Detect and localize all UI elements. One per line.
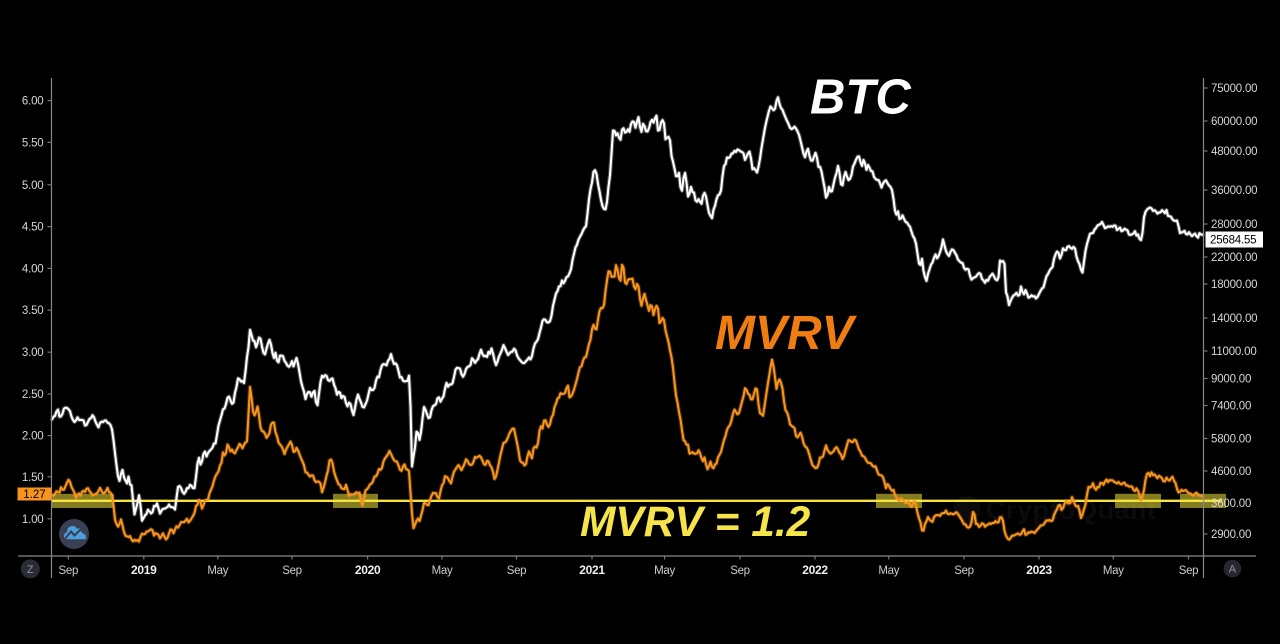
svg-text:2019: 2019 (131, 563, 157, 577)
svg-text:Sep: Sep (1179, 565, 1199, 577)
svg-text:5.00: 5.00 (22, 180, 44, 192)
svg-text:6.00: 6.00 (22, 96, 44, 108)
svg-text:Sep: Sep (954, 565, 974, 577)
svg-text:3600.00: 3600.00 (1211, 498, 1251, 510)
svg-text:2021: 2021 (579, 563, 605, 577)
svg-text:2900.00: 2900.00 (1211, 529, 1251, 541)
svg-text:May: May (207, 565, 228, 577)
svg-text:MVRV = 1.2: MVRV = 1.2 (580, 499, 811, 546)
svg-text:2023: 2023 (1026, 563, 1052, 577)
svg-text:18000.00: 18000.00 (1211, 279, 1257, 291)
svg-text:Sep: Sep (507, 565, 527, 577)
svg-text:14000.00: 14000.00 (1211, 313, 1257, 325)
svg-text:28000.00: 28000.00 (1211, 219, 1257, 231)
svg-text:36000.00: 36000.00 (1211, 185, 1257, 197)
svg-text:Sep: Sep (282, 565, 302, 577)
svg-text:May: May (878, 565, 899, 577)
svg-text:1.00: 1.00 (22, 514, 44, 526)
svg-text:60000.00: 60000.00 (1211, 116, 1257, 128)
svg-text:1.50: 1.50 (22, 472, 44, 484)
svg-text:4.00: 4.00 (22, 263, 44, 275)
svg-text:2022: 2022 (802, 563, 828, 577)
svg-text:3.50: 3.50 (22, 305, 44, 317)
svg-text:5800.00: 5800.00 (1211, 434, 1251, 446)
svg-text:5.50: 5.50 (22, 137, 44, 149)
svg-text:75000.00: 75000.00 (1211, 83, 1257, 95)
svg-text:1.27: 1.27 (23, 489, 45, 501)
svg-text:Sep: Sep (59, 565, 79, 577)
svg-text:May: May (1103, 565, 1124, 577)
svg-text:11000.00: 11000.00 (1211, 346, 1257, 358)
svg-text:BTC: BTC (810, 71, 911, 125)
svg-text:48000.00: 48000.00 (1211, 146, 1257, 158)
svg-text:7400.00: 7400.00 (1211, 401, 1251, 413)
svg-text:2.50: 2.50 (22, 389, 44, 401)
svg-text:Sep: Sep (730, 565, 750, 577)
svg-text:22000.00: 22000.00 (1211, 252, 1257, 264)
svg-text:2020: 2020 (355, 563, 381, 577)
svg-text:2.00: 2.00 (22, 431, 44, 443)
svg-text:9000.00: 9000.00 (1211, 374, 1251, 386)
svg-text:May: May (432, 565, 453, 577)
svg-text:4600.00: 4600.00 (1211, 466, 1251, 478)
svg-text:4.50: 4.50 (22, 222, 44, 234)
svg-text:A: A (1229, 564, 1237, 576)
svg-text:Z: Z (27, 564, 34, 576)
svg-text:MVRV: MVRV (715, 307, 858, 360)
svg-text:25684.55: 25684.55 (1210, 235, 1256, 247)
svg-text:3.00: 3.00 (22, 347, 44, 359)
svg-text:May: May (654, 565, 675, 577)
